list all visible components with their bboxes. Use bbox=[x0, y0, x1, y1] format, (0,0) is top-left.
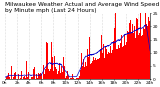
Text: Milwaukee Weather Actual and Average Wind Speed by Minute mph (Last 24 Hours): Milwaukee Weather Actual and Average Win… bbox=[5, 2, 159, 13]
